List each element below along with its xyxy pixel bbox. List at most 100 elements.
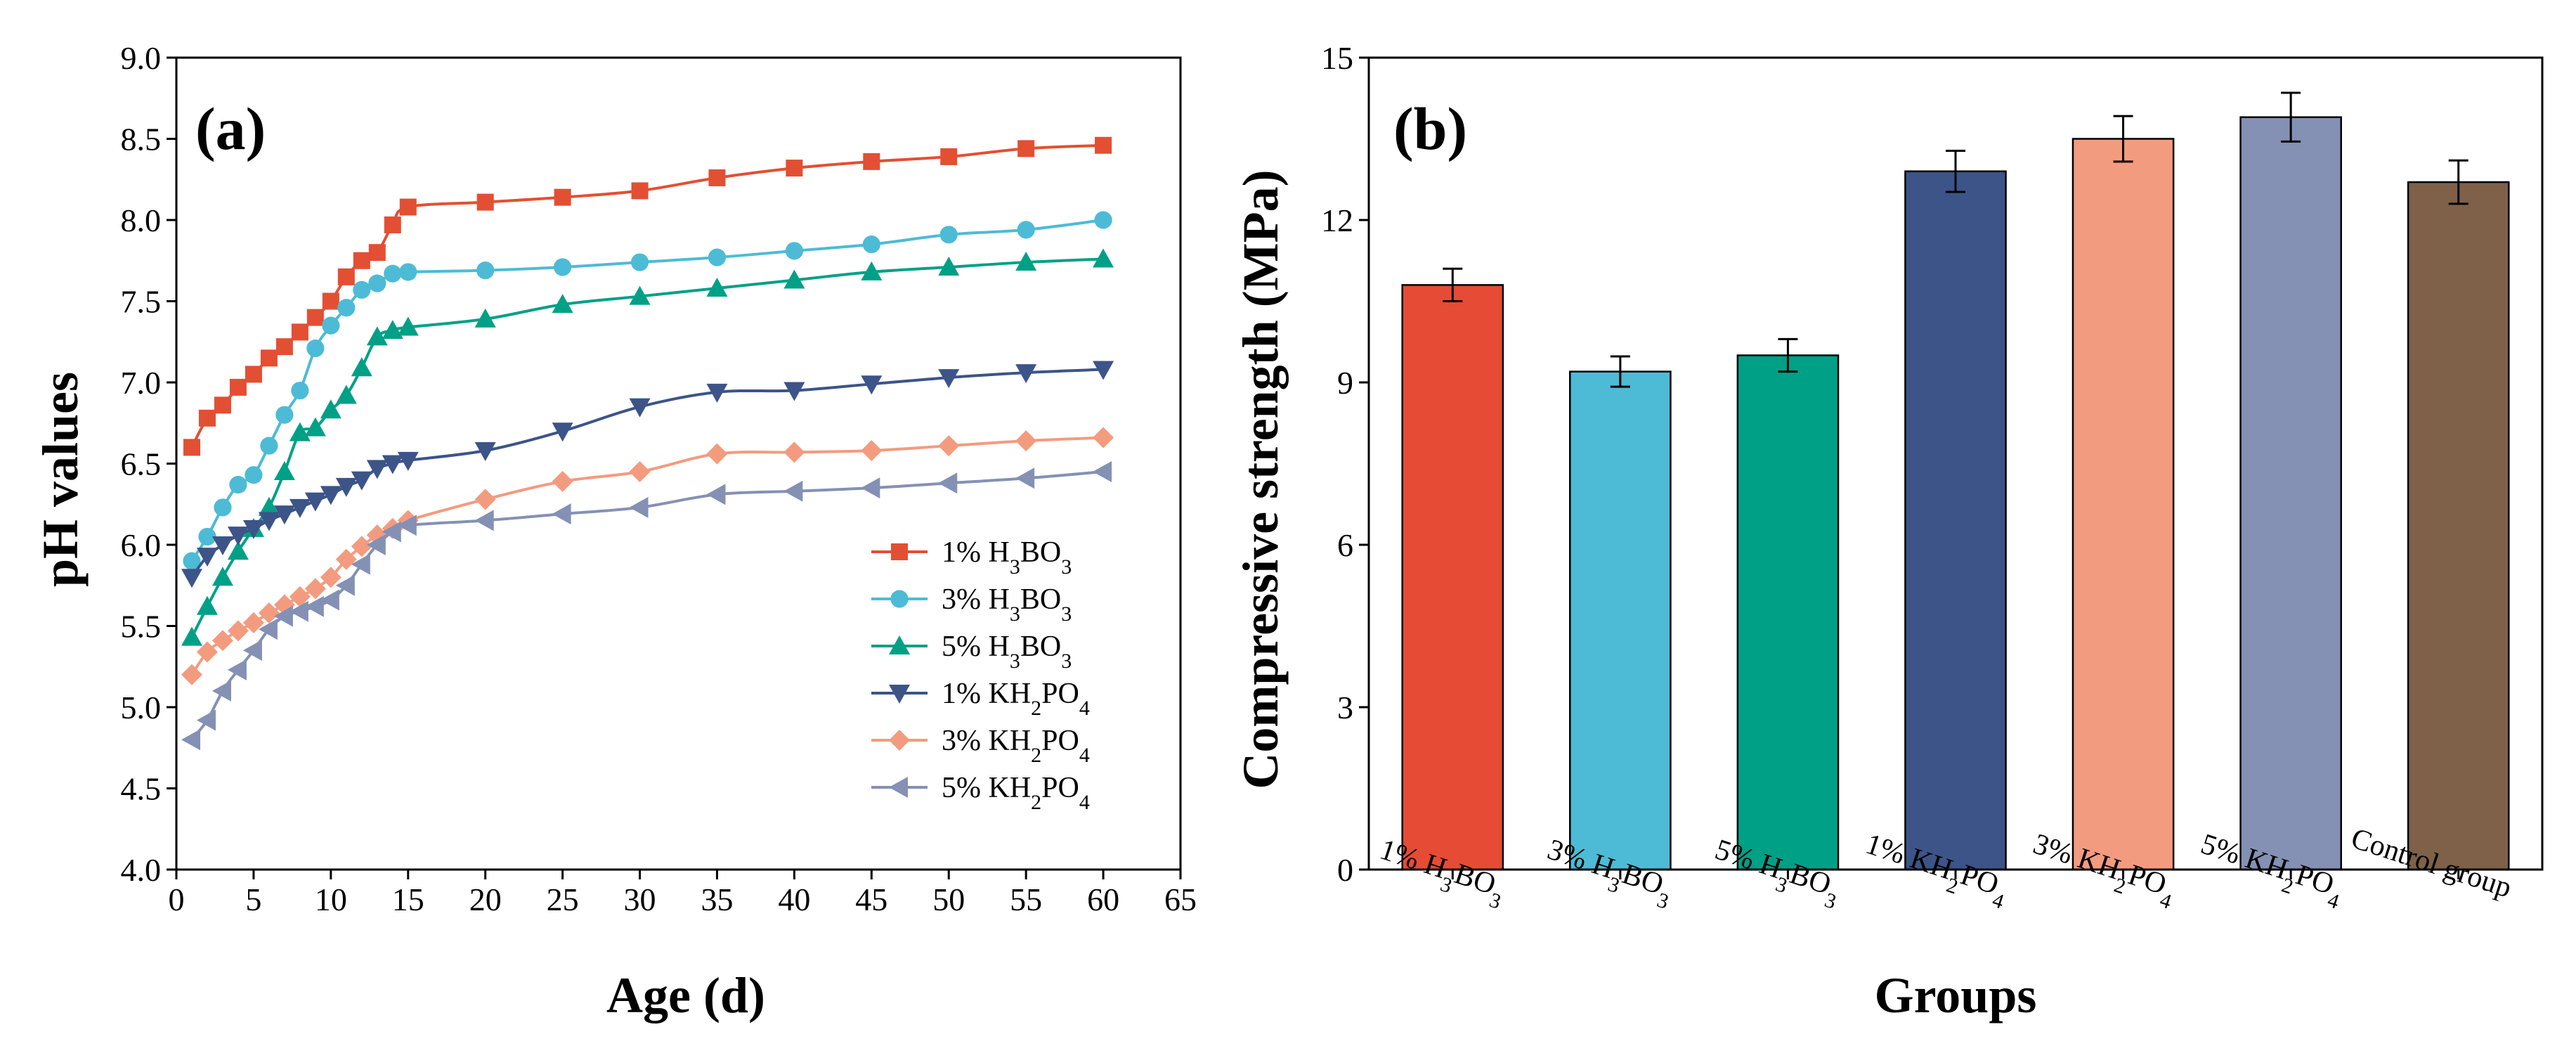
x-tick-label: 15 (392, 882, 424, 917)
data-point (474, 510, 494, 531)
data-point (322, 316, 340, 335)
data-point (291, 381, 309, 400)
legend-item: 1% H3BO3 (871, 536, 1072, 579)
data-point (229, 378, 247, 396)
data-point (227, 659, 247, 680)
data-point (552, 422, 573, 442)
legend-item: 1% KH2PO4 (871, 678, 1090, 720)
legend-item: 5% H3BO3 (871, 631, 1072, 673)
y-tick-label: 9 (1337, 365, 1353, 401)
data-point (258, 512, 280, 531)
data-point (227, 527, 249, 546)
data-point (1017, 140, 1035, 157)
label-part: PO (1041, 772, 1079, 804)
y-tick-label: 5.5 (121, 609, 162, 645)
y-tick-label: 4.0 (121, 852, 162, 888)
data-point (1093, 461, 1112, 483)
data-point (474, 308, 496, 328)
bar (1401, 284, 1504, 871)
label-part: BO (1020, 536, 1061, 569)
series-3-kh2po4 (181, 427, 1114, 685)
label-part: 1% H (942, 536, 1010, 569)
x-tick-label: 50 (932, 882, 965, 917)
legend-label: 5% KH2PO4 (942, 772, 1090, 814)
data-point (783, 382, 805, 401)
label-part: PO (1041, 725, 1079, 757)
x-tick-label: 0 (169, 882, 185, 917)
data-point (245, 366, 262, 383)
bar-layer (1401, 91, 2510, 871)
x-tick-label: 60 (1087, 882, 1119, 917)
data-point (382, 455, 403, 474)
y-tick-label: 7.0 (121, 365, 162, 401)
data-point (786, 160, 803, 177)
data-point (1093, 427, 1114, 448)
bar (2407, 181, 2510, 871)
data-point (304, 417, 326, 437)
data-point (351, 471, 372, 491)
data-point (397, 316, 419, 336)
data-point (399, 263, 417, 281)
data-point (861, 477, 880, 499)
subscript: 3 (1010, 602, 1020, 626)
data-point (552, 470, 573, 492)
data-point (890, 590, 909, 608)
x-tick-label: 30 (624, 882, 656, 917)
data-point (351, 553, 370, 575)
subscript: 3 (1010, 555, 1020, 579)
data-point (351, 357, 372, 377)
bar (2239, 116, 2342, 871)
data-point (242, 640, 262, 661)
data-point (181, 569, 202, 588)
x-tick-label: 25 (547, 882, 579, 917)
data-point (335, 574, 355, 596)
series-5-kh2po4 (181, 461, 1112, 751)
data-point (938, 435, 960, 457)
data-point (1015, 430, 1037, 452)
data-point (289, 498, 311, 518)
data-point (706, 443, 728, 465)
data-point (260, 349, 278, 367)
data-point (335, 548, 357, 570)
data-point (306, 309, 324, 326)
data-point (861, 261, 883, 280)
data-point (196, 641, 218, 663)
y-tick-label: 6.0 (121, 527, 162, 563)
x-tick-label: 10 (315, 882, 347, 917)
data-point (783, 480, 803, 502)
data-point (353, 252, 370, 269)
legend-item: 3% KH2PO4 (871, 725, 1090, 767)
data-point (1094, 211, 1112, 229)
label-part: PO (1041, 678, 1079, 710)
y-tick-label: 3 (1337, 690, 1353, 725)
label-part: BO (1020, 583, 1061, 616)
data-point (260, 437, 278, 455)
subscript: 2 (1031, 791, 1041, 814)
data-point (1015, 252, 1037, 271)
legend-item: 5% KH2PO4 (871, 772, 1090, 814)
line-chart-panel: 0 5 10 15 20 25 30 35 40 45 50 55 60 65 4.0 4.5 5.0 5.5 6.… (32, 40, 1197, 1024)
y-tick-label: 8.5 (121, 122, 162, 157)
data-point (214, 396, 231, 414)
data-point (366, 534, 386, 555)
data-point (304, 578, 326, 600)
data-point (629, 285, 651, 305)
tick-layer: 0 5 10 15 20 25 30 35 40 45 50 55 60 65 4.0 4.5 5.0 5.5 6.… (121, 40, 1197, 917)
x-tick-label: 20 (469, 882, 502, 917)
data-point (289, 422, 311, 441)
data-point (708, 248, 727, 266)
data-point (273, 605, 293, 627)
data-point (891, 543, 908, 560)
series-1-h3bo3 (183, 136, 1112, 456)
legend-label: 3% H3BO3 (942, 583, 1072, 626)
data-point (708, 169, 726, 186)
data-point (785, 242, 803, 260)
y-tick-label: 12 (1321, 202, 1353, 238)
data-point (181, 626, 202, 646)
y-tick-label: 9.0 (121, 40, 162, 76)
y-tick-label: 7.5 (121, 284, 162, 320)
label-part: 1% KH (942, 678, 1031, 710)
